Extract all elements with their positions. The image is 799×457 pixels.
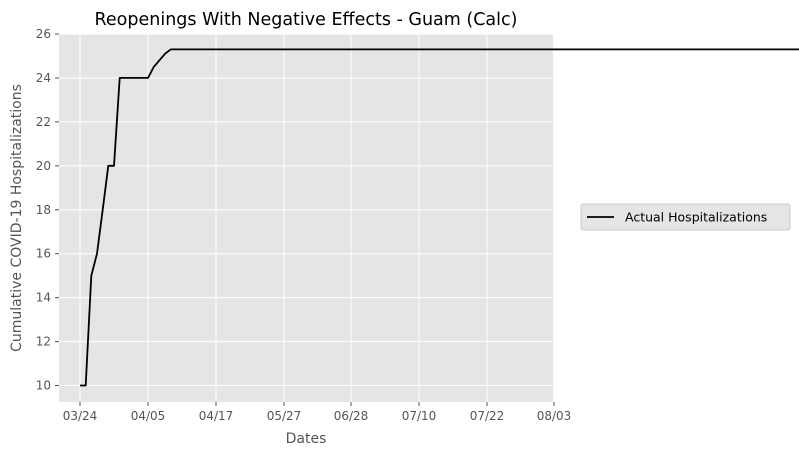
chart-title: Reopenings With Negative Effects - Guam … xyxy=(95,10,518,30)
x-axis-label: Dates xyxy=(286,431,327,447)
series-line-0 xyxy=(80,48,799,387)
y-tick-label: 26 xyxy=(36,27,51,41)
x-tick-label: 04/05 xyxy=(131,409,166,423)
x-tick-label: 05/27 xyxy=(267,409,302,423)
y-tick-label: 10 xyxy=(36,379,51,393)
plot-background xyxy=(59,34,553,402)
x-tick-label: 07/10 xyxy=(402,409,437,423)
y-tick-label: 14 xyxy=(36,291,51,305)
x-axis: 03/24 04/05 04/17 05/27 06/28 07/10 07/22 08/03 xyxy=(63,402,572,423)
x-tick-label: 08/03 xyxy=(537,409,572,423)
y-tick-label: 20 xyxy=(36,159,51,173)
x-tick-label: 06/28 xyxy=(334,409,369,423)
y-tick-label: 12 xyxy=(36,335,51,349)
x-tick-label: 04/17 xyxy=(199,409,234,423)
y-axis-label: Cumulative COVID-19 Hospitalizations xyxy=(9,84,25,352)
y-tick-label: 18 xyxy=(36,203,51,217)
x-tick-label: 03/24 xyxy=(63,409,98,423)
y-tick-label: 22 xyxy=(36,115,51,129)
y-tick-label: 16 xyxy=(36,247,51,261)
legend-label: Actual Hospitalizations xyxy=(625,210,767,225)
grid xyxy=(59,33,555,402)
y-tick-label: 24 xyxy=(36,71,51,85)
x-tick-label: 07/22 xyxy=(470,409,505,423)
legend: Actual Hospitalizations xyxy=(580,203,791,231)
y-axis: 10 12 14 16 18 20 22 24 26 xyxy=(36,27,59,393)
line-layer xyxy=(80,48,799,387)
legend-box xyxy=(580,203,791,231)
